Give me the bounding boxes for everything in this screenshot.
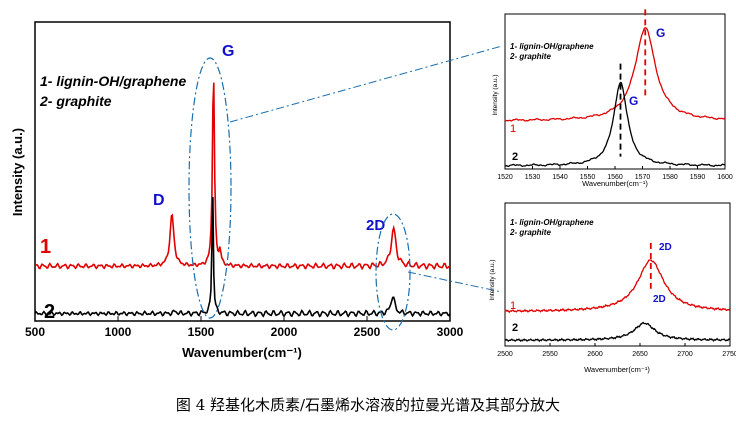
zoom-2d-x-tick-label: 2750: [722, 351, 736, 358]
zoom-g-series-2-line: [504, 81, 726, 168]
g-peak-highlight-ellipse: [188, 57, 232, 319]
zoom-g-plot-frame: [504, 13, 726, 170]
main-x-ticks: 500 1000 1500 2000 2500 3000: [25, 316, 464, 339]
main-legend-entry-2: 2- graphite: [39, 93, 112, 109]
main-series-2-label: 2: [44, 301, 55, 323]
zoom-2d-panel: 2500 2550 2600 2650 2700 2750 1- lignin-OH/gr…: [489, 202, 736, 374]
zoom-g-legend-entry-2: 2- graphite: [509, 52, 551, 61]
zoom-g-x-tick-label: 1520: [497, 174, 513, 181]
main-legend-entry-1: 1- lignin-OH/graphene: [40, 73, 186, 89]
main-x-tick-label: 3000: [437, 325, 464, 339]
main-x-tick-label: 1500: [188, 325, 215, 339]
zoom-2d-x-tick-label: 2500: [497, 351, 513, 358]
main-series-lines: [34, 82, 451, 318]
zoom-g-x-tick-label: 1570: [635, 174, 651, 181]
zoom-g-x-tick-label: 1600: [717, 174, 733, 181]
main-plot-frame: [34, 21, 451, 322]
zoom-g-panel: 1520 1530 1540 1550 1560 1570 1580 1590 1600 1- …: [492, 9, 733, 188]
figure-caption: 图 4 羟基化木质素/石墨烯水溶液的拉曼光谱及其部分放大: [175, 396, 561, 414]
zoom-2d-series-2-line: [504, 321, 731, 343]
zoom-g-x-tick-label: 1540: [552, 174, 568, 181]
main-x-tick-label: 2500: [354, 325, 381, 339]
2d-zoom-connector: [407, 271, 503, 293]
zoom-g-x-axis-label: Wavenumber(cm⁻¹): [582, 179, 648, 188]
main-annotation-2D: 2D: [366, 217, 385, 234]
zoom-2d-annotation-1: 2D: [659, 242, 672, 253]
zoom-2d-series-1-label: 1: [510, 300, 516, 312]
main-y-axis-label: Intensity (a.u.): [10, 128, 25, 216]
zoom-g-legend-entry-1: 1- lignin-OH/graphene: [510, 42, 594, 51]
main-x-tick-label: 2000: [271, 325, 298, 339]
zoom-2d-x-tick-label: 2650: [632, 351, 648, 358]
main-series-1-line: [34, 82, 451, 271]
zoom-2d-x-tick-label: 2700: [677, 351, 693, 358]
zoom-g-annotation-G-2: G: [629, 94, 638, 108]
main-annotation-G: G: [222, 43, 234, 60]
zoom-2d-series-lines: [504, 259, 731, 343]
zoom-g-x-tick-label: 1560: [607, 174, 623, 181]
zoom-g-x-tick-label: 1580: [662, 174, 678, 181]
zoom-2d-legend-entry-2: 2- graphite: [509, 228, 551, 237]
zoom-2d-y-axis-label: Intensity (a.u.): [489, 259, 496, 300]
zoom-2d-series-2-label: 2: [512, 322, 518, 334]
zoom-g-series-2-label: 2: [512, 151, 518, 163]
zoom-2d-legend-entry-1: 1- lignin-OH/graphene: [510, 218, 594, 227]
zoom-2d-x-ticks: 2500 2550 2600 2650 2700 2750: [497, 343, 736, 358]
zoom-2d-x-tick-label: 2600: [587, 351, 603, 358]
zoom-g-series-1-label: 1: [510, 123, 516, 135]
zoom-g-y-axis-label: Intensity (a.u.): [492, 74, 499, 115]
main-annotation-D: D: [153, 192, 165, 209]
zoom-g-x-ticks: 1520 1530 1540 1550 1560 1570 1580 1590 1600: [497, 166, 733, 181]
zoom-g-series-lines: [504, 27, 726, 168]
main-series-1-label: 1: [40, 236, 51, 258]
zoom-2d-series-1-line: [504, 259, 731, 314]
zoom-2d-plot-frame: [504, 202, 731, 347]
main-x-axis-label: Wavenumber(cm⁻¹): [182, 345, 302, 360]
main-x-tick-label: 500: [25, 325, 45, 339]
g-zoom-connector: [229, 45, 503, 123]
main-x-tick-label: 1000: [105, 325, 132, 339]
zoom-2d-annotation-2: 2D: [653, 294, 666, 305]
zoom-g-annotation-G-1: G: [656, 26, 665, 40]
zoom-2d-x-axis-label: Wavenumber(cm⁻¹): [584, 365, 650, 374]
zoom-g-x-tick-label: 1530: [525, 174, 541, 181]
main-panel: 500 1000 1500 2000 2500 3000 1 2 1- lignin-OH…: [10, 21, 503, 360]
zoom-2d-x-tick-label: 2550: [542, 351, 558, 358]
zoom-g-x-tick-label: 1590: [690, 174, 706, 181]
zoom-g-x-tick-label: 1550: [580, 174, 596, 181]
